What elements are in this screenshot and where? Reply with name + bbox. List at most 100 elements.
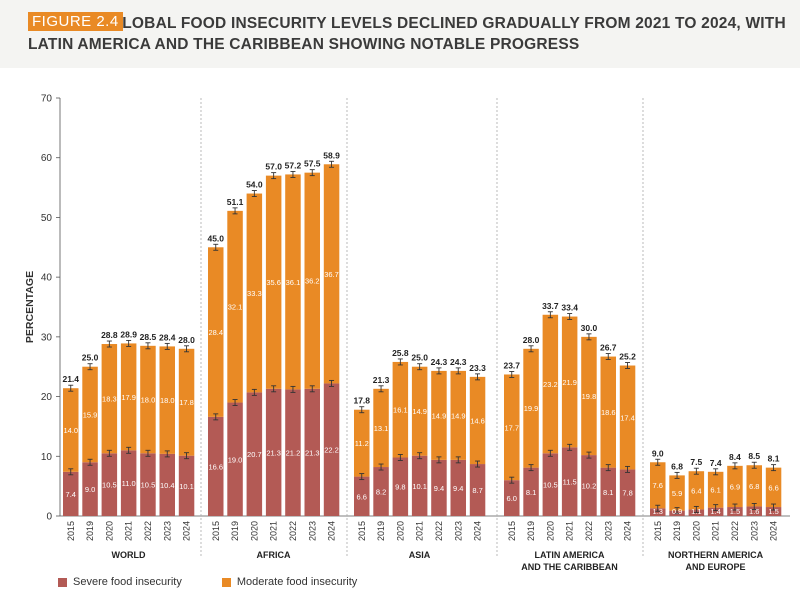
- x-tick-label: 2019: [376, 521, 386, 541]
- bar-moderate: [504, 374, 520, 481]
- bar-moderate: [120, 343, 137, 451]
- severe-label: 22.2: [324, 446, 339, 455]
- severe-label: 6.0: [507, 494, 517, 503]
- bar-severe: [63, 471, 79, 516]
- moderate-label: 6.9: [730, 482, 740, 491]
- bar-severe: [504, 480, 520, 516]
- bar-moderate: [354, 409, 370, 477]
- total-label: 6.8: [671, 461, 683, 471]
- severe-label: 9.8: [395, 483, 405, 492]
- bar-severe: [392, 457, 409, 516]
- x-tick-label: 2015: [653, 521, 663, 541]
- legend-item-moderate: Moderate food insecurity: [221, 576, 358, 588]
- moderate-label: 16.1: [393, 406, 408, 415]
- total-label: 33.4: [561, 303, 578, 313]
- y-tick-label: 30: [41, 332, 53, 343]
- total-label: 23.3: [469, 363, 486, 373]
- bar-severe: [373, 467, 389, 516]
- figure-label: FIGURE 2.4: [28, 12, 123, 31]
- total-label: 17.8: [353, 396, 370, 406]
- group-label: AND EUROPE: [686, 562, 746, 572]
- total-label: 45.0: [207, 233, 224, 243]
- legend-swatch-moderate: [221, 577, 231, 587]
- severe-label: 10.2: [582, 482, 597, 491]
- severe-label: 7.8: [622, 489, 632, 498]
- moderate-label: 6.4: [691, 486, 701, 495]
- moderate-label: 19.9: [524, 404, 539, 413]
- bar-moderate: [178, 348, 195, 456]
- total-label: 7.5: [690, 457, 702, 467]
- bar-moderate: [431, 370, 447, 460]
- bar-moderate: [265, 175, 282, 389]
- x-tick-label: 2015: [66, 521, 76, 541]
- bar-moderate: [411, 366, 428, 456]
- bar-severe: [354, 476, 370, 516]
- moderate-label: 6.6: [768, 483, 778, 492]
- bar-severe: [469, 464, 486, 516]
- bar-severe: [227, 402, 243, 516]
- moderate-label: 35.6: [266, 278, 281, 287]
- bar-severe: [208, 416, 224, 516]
- bar-severe: [561, 447, 578, 516]
- severe-label: 1.3: [653, 507, 663, 516]
- x-tick-label: 2021: [415, 521, 425, 541]
- severe-label: 0.9: [672, 507, 682, 516]
- severe-label: 1.5: [768, 507, 778, 516]
- total-label: 7.4: [710, 458, 722, 468]
- bar-severe: [619, 469, 636, 516]
- group-label: AFRICA: [257, 550, 291, 560]
- severe-label: 6.6: [357, 492, 367, 501]
- x-tick-label: 2020: [249, 521, 259, 541]
- severe-label: 10.5: [543, 481, 558, 490]
- bar-severe: [431, 459, 447, 516]
- moderate-label: 17.7: [504, 423, 519, 432]
- x-tick-label: 2023: [603, 521, 613, 541]
- moderate-label: 14.9: [432, 411, 447, 420]
- x-tick-label: 2024: [473, 521, 483, 541]
- moderate-label: 21.9: [562, 378, 577, 387]
- moderate-label: 7.6: [653, 481, 663, 490]
- severe-label: 1.1: [691, 507, 701, 516]
- moderate-label: 14.6: [470, 416, 485, 425]
- moderate-label: 18.6: [601, 408, 616, 417]
- total-label: 28.5: [140, 332, 157, 342]
- moderate-label: 36.1: [286, 278, 301, 287]
- x-tick-label: 2021: [565, 521, 575, 541]
- bar-moderate: [727, 465, 743, 508]
- severe-label: 8.1: [603, 488, 613, 497]
- bar-severe: [178, 455, 195, 516]
- legend-label-moderate: Moderate food insecurity: [236, 576, 358, 588]
- severe-label: 8.1: [526, 488, 536, 497]
- bar-severe: [246, 392, 263, 516]
- y-tick-label: 70: [41, 94, 53, 105]
- moderate-label: 36.2: [305, 277, 320, 286]
- y-tick-label: 40: [41, 273, 53, 284]
- x-tick-label: 2019: [526, 521, 536, 541]
- bar-severe: [600, 467, 616, 516]
- bar-moderate: [561, 316, 578, 448]
- severe-label: 7.4: [66, 490, 76, 499]
- bar-moderate: [542, 314, 559, 454]
- severe-label: 8.2: [376, 488, 386, 497]
- bar-moderate: [323, 164, 340, 384]
- moderate-label: 32.1: [228, 303, 243, 312]
- severe-label: 1.5: [730, 507, 740, 516]
- y-axis-label: PERCENTAGE: [24, 271, 36, 343]
- group-label: WORLD: [112, 550, 146, 560]
- moderate-label: 18.0: [141, 396, 156, 405]
- x-tick-label: 2019: [85, 521, 95, 541]
- moderate-label: 5.9: [672, 489, 682, 498]
- bar-moderate: [392, 361, 409, 458]
- total-label: 28.4: [159, 332, 176, 342]
- legend-item-severe: Severe food insecurity: [58, 576, 182, 588]
- bar-moderate: [285, 174, 301, 390]
- total-label: 54.0: [246, 180, 263, 190]
- severe-label: 11.5: [563, 478, 577, 487]
- total-label: 9.0: [652, 448, 664, 458]
- x-tick-label: 2024: [623, 521, 633, 541]
- severe-label: 10.5: [141, 481, 156, 490]
- total-label: 58.9: [323, 150, 340, 160]
- moderate-label: 23.2: [543, 380, 558, 389]
- total-label: 24.3: [450, 357, 467, 367]
- x-tick-label: 2022: [730, 521, 740, 541]
